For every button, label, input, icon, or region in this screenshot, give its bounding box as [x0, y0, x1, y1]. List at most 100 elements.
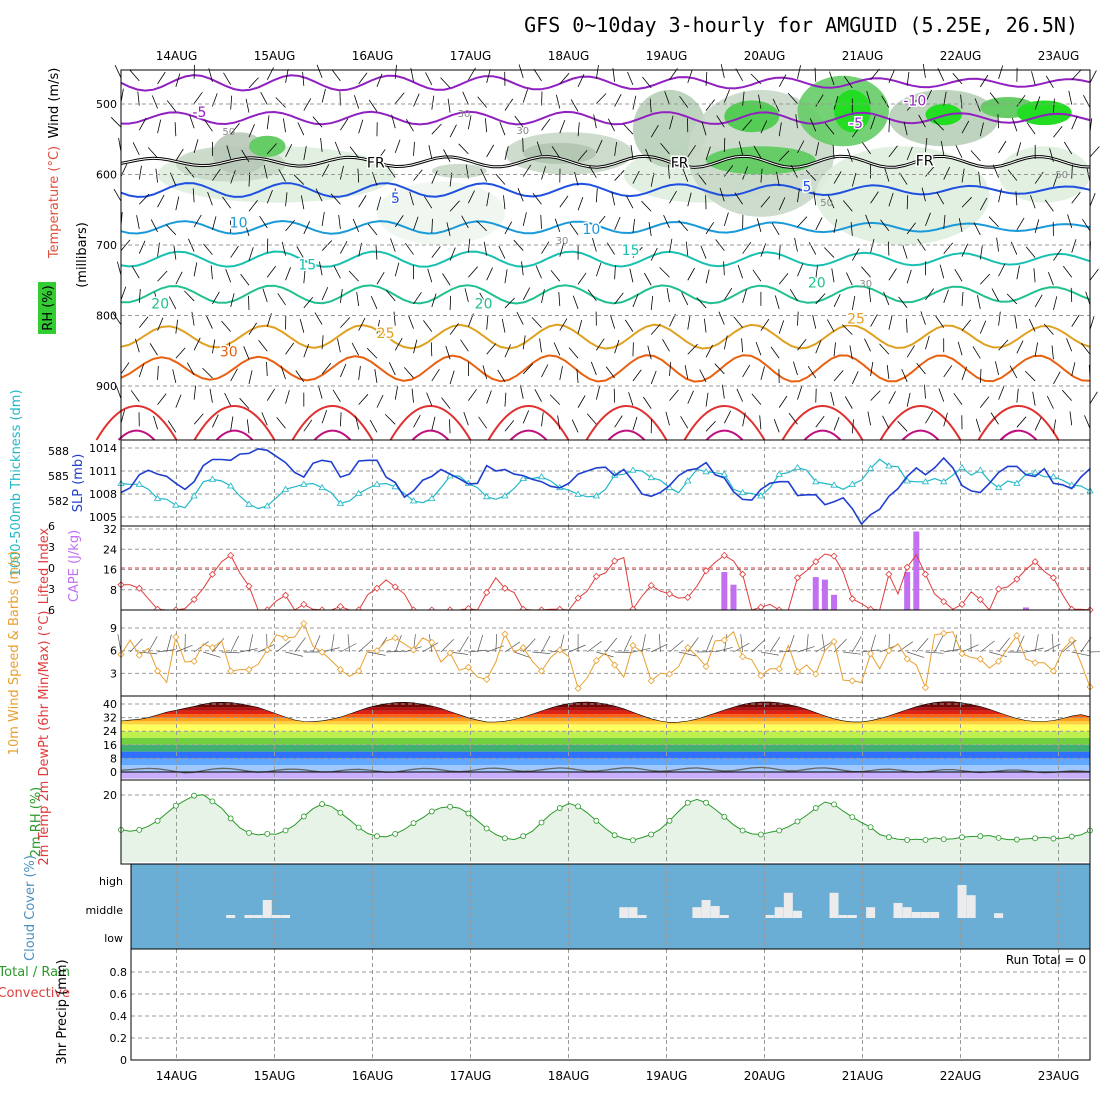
wind-barb: [445, 345, 451, 360]
wind-barb: [248, 247, 254, 261]
isotherm-35: [781, 404, 864, 441]
wind-barb: [577, 319, 583, 334]
wind-barb: [1034, 417, 1042, 431]
wind-barb: [1016, 388, 1019, 403]
wind-barb: [797, 386, 803, 400]
wind-barb: [723, 335, 728, 350]
wind-speed-point: [373, 647, 381, 655]
wind-barb: [321, 88, 326, 103]
2m-rh-point: [849, 814, 856, 821]
wind-barb: [943, 91, 947, 106]
cloud-bar: [792, 910, 802, 918]
thickness-point: [1049, 473, 1058, 480]
wind-barb: [138, 193, 150, 205]
wind-barb: [954, 268, 963, 282]
wind-barb: [166, 224, 177, 236]
wind-barb: [979, 122, 984, 137]
wind-barb: [588, 165, 597, 178]
wind-barb: [815, 217, 823, 231]
surface-barb: [477, 634, 484, 653]
cloud-bar: [765, 915, 775, 918]
wind-barb: [961, 319, 972, 331]
cloud-bar: [783, 892, 793, 918]
isotherm-35: [389, 404, 472, 441]
wind-barb: [245, 98, 250, 113]
2m-rh-point: [940, 836, 947, 843]
wind-barb: [263, 164, 268, 179]
surface-barb: [723, 634, 728, 653]
wind-barb: [1044, 199, 1054, 212]
wind-barb: [924, 384, 926, 399]
temp-band: [121, 772, 1090, 779]
wind-barb: [1016, 142, 1022, 156]
surface-barb: [870, 634, 876, 653]
wind-barb: [752, 269, 762, 282]
wind-barb: [1011, 117, 1018, 132]
wind-barb: [1062, 389, 1073, 401]
wind-barb: [266, 190, 273, 204]
wind-barb: [541, 166, 546, 180]
surface-barb: [715, 646, 733, 653]
cloud-bar: [957, 885, 967, 918]
wind-barb: [521, 261, 524, 276]
wind-barb: [175, 347, 186, 359]
wind-barb: [610, 315, 616, 329]
cloud-bar: [271, 915, 281, 918]
wind-barb: [522, 410, 530, 424]
pressure-tick: 600: [96, 169, 117, 182]
wind-barb: [366, 347, 378, 359]
wind-barb: [574, 171, 579, 186]
wind-barb: [480, 168, 488, 182]
wind-barb: [467, 238, 471, 253]
2m-rh-point: [465, 810, 472, 817]
2m-rh-point: [922, 836, 929, 843]
wind-speed-point: [537, 667, 546, 675]
wind-barb: [770, 346, 780, 359]
isotherm-35: [585, 404, 668, 441]
wind-barb: [906, 392, 911, 407]
wind-barb: [943, 242, 954, 254]
isotherm-40: [509, 429, 548, 441]
wind-barb: [888, 69, 895, 84]
cloud-bar: [637, 915, 647, 918]
wind-barb: [977, 295, 981, 310]
wind-barb: [261, 412, 268, 426]
wind-barb: [979, 320, 987, 334]
wind-barb: [906, 195, 909, 210]
wind-barb: [157, 365, 159, 380]
wind-speed-point: [1068, 636, 1076, 644]
surface-barb: [659, 633, 661, 653]
wind-barb: [824, 123, 835, 135]
wind-barb: [449, 200, 460, 212]
surface-barb: [632, 647, 651, 653]
wind-barb: [906, 318, 908, 333]
thickness-point: [537, 473, 546, 480]
surface-barb: [641, 634, 646, 653]
wind-barb: [331, 69, 341, 82]
wind-barb: [556, 94, 561, 109]
2m-rh-point: [1032, 835, 1039, 842]
wind-barb: [797, 65, 801, 79]
wind-barb: [735, 68, 743, 82]
slp-tick: 1011: [89, 465, 117, 478]
lifted-index-point: [135, 584, 143, 592]
wind-barb: [174, 122, 177, 137]
wind-barb: [832, 144, 835, 159]
wind-barb: [736, 388, 743, 402]
wind-barb: [175, 394, 182, 408]
surface-barb: [230, 635, 239, 653]
wind-barb: [773, 419, 780, 433]
wind-barb: [443, 149, 451, 163]
wind-barb: [207, 191, 213, 206]
temp-band: [121, 744, 1090, 752]
wind-barb: [1071, 239, 1077, 253]
surface-barb: [897, 641, 914, 653]
wind-barb: [1033, 268, 1036, 283]
chart-title: GFS 0~10day 3-hourly for AMGUID (5.25E, …: [524, 13, 1078, 37]
surface-barb: [458, 636, 469, 653]
ylabel-temp: Temperature (°C): [47, 146, 62, 259]
date-label-top: 16AUG: [352, 49, 394, 63]
wind-barb: [861, 266, 871, 278]
wind-barb: [351, 342, 360, 356]
wind-barb: [154, 292, 158, 307]
